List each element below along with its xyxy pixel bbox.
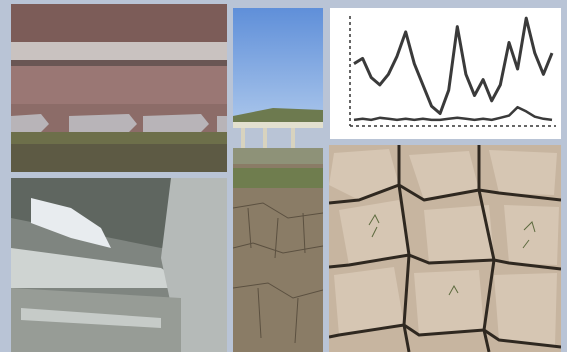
cracked-dry-earth-photo — [329, 145, 561, 352]
dry-reservoir-bridge-photo — [233, 8, 323, 352]
hydrograph-chart — [330, 8, 561, 139]
series-2-line — [353, 105, 553, 122]
weir-spillway-photo — [11, 4, 227, 172]
rushing-water-channel-photo — [11, 178, 227, 352]
chart-plot — [349, 16, 556, 127]
series-1-line — [353, 16, 554, 115]
